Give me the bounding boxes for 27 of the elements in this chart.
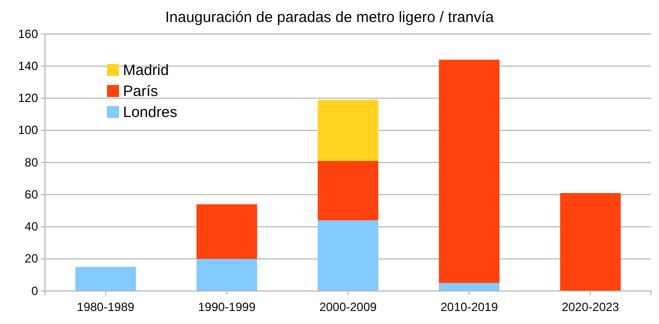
x-tick-label: 1980-1989 (76, 300, 135, 314)
y-tick-label: 0 (31, 284, 38, 298)
legend-label: París (123, 83, 158, 100)
y-tick-label: 100 (18, 123, 38, 138)
x-tick-label: 2020-2023 (562, 300, 620, 314)
legend-label: Madrid (123, 62, 169, 79)
chart-title: Inauguración de paradas de metro ligero / tranvía (165, 9, 494, 26)
x-tick-label: 1990-1999 (198, 300, 256, 314)
bar (196, 258, 258, 291)
bar (318, 100, 378, 161)
x-tick-label: 2010-2019 (440, 300, 498, 314)
bar (196, 204, 258, 259)
y-tick-label: 40 (24, 220, 38, 234)
y-tick-label: 140 (18, 58, 38, 73)
legend-label: Londres (123, 104, 178, 121)
bar (560, 193, 621, 291)
y-tick-label: 20 (24, 252, 38, 266)
x-tick-label: 2000-2009 (319, 300, 378, 314)
bar (318, 220, 378, 291)
bar (75, 266, 136, 291)
y-tick-label: 160 (18, 26, 38, 41)
y-tick-label: 120 (18, 91, 38, 106)
y-tick-label: 60 (24, 187, 38, 202)
bar (438, 282, 500, 291)
bar (318, 160, 378, 220)
bar (438, 60, 500, 283)
y-tick-label: 80 (24, 155, 38, 170)
